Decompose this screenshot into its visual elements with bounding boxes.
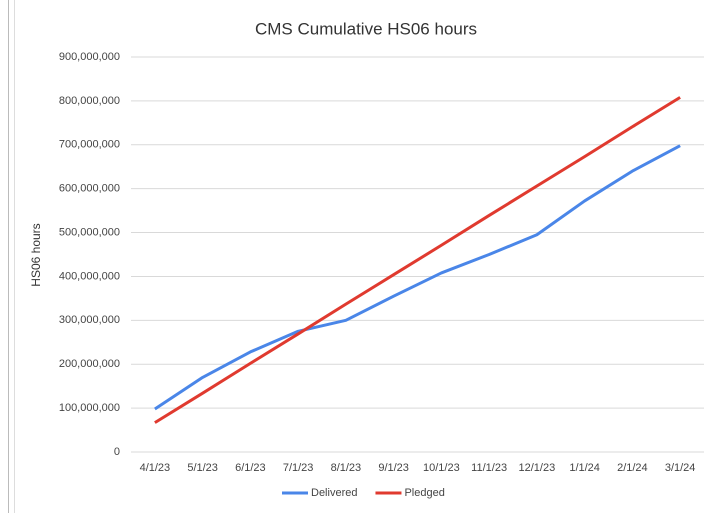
legend-label: Delivered (311, 487, 357, 499)
x-tick-label: 7/1/23 (283, 462, 314, 474)
y-tick-label: 0 (114, 446, 120, 458)
series-line (154, 144, 681, 411)
y-tick-label: 300,000,000 (59, 314, 120, 326)
chart-title: CMS Cumulative HS06 hours (255, 19, 477, 38)
y-tick-label: 800,000,000 (59, 95, 120, 107)
y-tick-label: 500,000,000 (59, 226, 120, 238)
x-tick-label: 2/1/24 (617, 462, 648, 474)
x-tick-label: 10/1/23 (423, 462, 460, 474)
x-tick-label: 12/1/23 (519, 462, 556, 474)
series-line (154, 96, 681, 424)
x-tick-label: 3/1/24 (665, 462, 696, 474)
x-tick-label: 4/1/23 (140, 462, 171, 474)
y-tick-label: 700,000,000 (59, 139, 120, 151)
y-tick-label: 400,000,000 (59, 270, 120, 282)
x-tick-label: 6/1/23 (235, 462, 266, 474)
y-tick-label: 600,000,000 (59, 183, 120, 195)
x-tick-label: 1/1/24 (569, 462, 600, 474)
x-tick-label: 5/1/23 (187, 462, 218, 474)
legend-label: Pledged (404, 487, 444, 499)
y-axis-label: HS06 hours (29, 223, 43, 286)
x-tick-label: 11/1/23 (471, 462, 507, 474)
x-tick-label: 9/1/23 (378, 462, 409, 474)
y-tick-label: 200,000,000 (59, 358, 120, 370)
x-tick-label: 8/1/23 (331, 462, 362, 474)
y-tick-label: 100,000,000 (59, 402, 120, 414)
y-tick-label: 900,000,000 (59, 51, 120, 63)
